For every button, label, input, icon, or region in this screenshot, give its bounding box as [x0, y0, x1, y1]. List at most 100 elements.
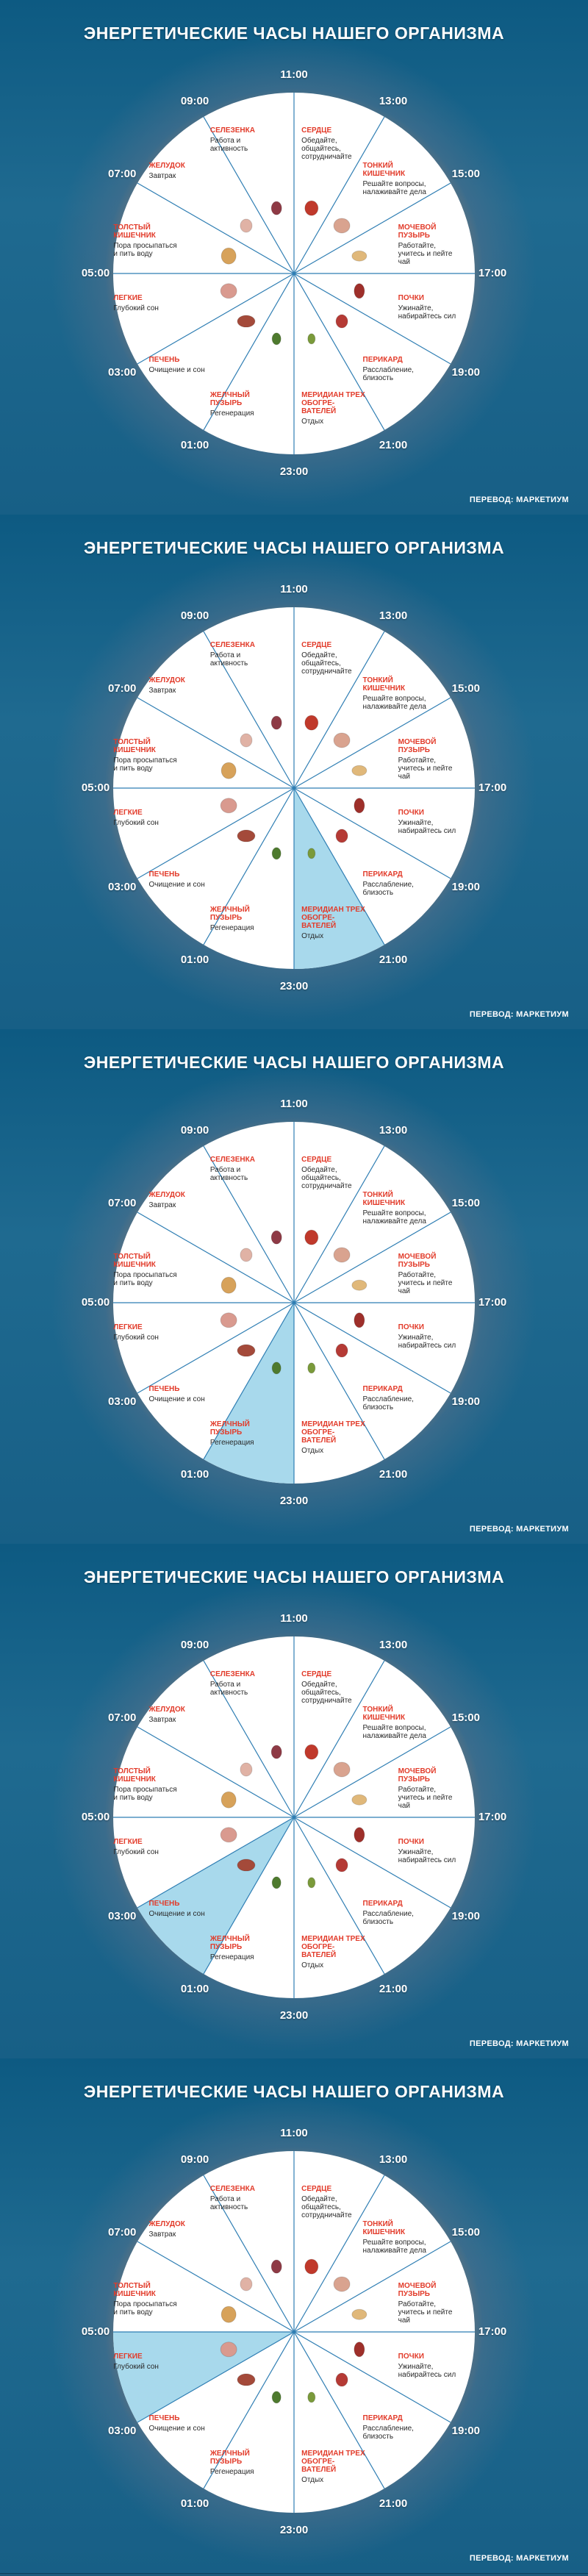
sector-label: Толстый кишечник Пора просыпаться и пить …	[113, 738, 178, 773]
triple-warmer-icon	[307, 1877, 316, 1889]
organ-advice: Отдых	[301, 2475, 324, 2484]
spleen-icon	[270, 715, 282, 730]
organ-advice: Завтрак	[148, 1716, 176, 1725]
large-intestine-icon	[220, 1791, 237, 1808]
organ-advice: Регенерация	[209, 1953, 254, 1961]
organ-name: Перикард	[362, 2414, 403, 2422]
sector-label: Толстый кишечник Пора просыпаться и пить …	[113, 1253, 178, 1287]
kidney-icon	[354, 1312, 365, 1328]
sector-label: Тонкий кишечник Решайте вопросы, налажива…	[363, 1706, 428, 1740]
hour-label: 13:00	[379, 609, 408, 623]
sector-label: Легкие Глубокий сон	[113, 2353, 178, 2371]
bladder-icon	[351, 1794, 368, 1806]
organ-advice: Отдых	[301, 417, 324, 426]
hour-label: 03:00	[107, 2425, 137, 2437]
clock-wheel	[113, 607, 475, 969]
sector-divider	[137, 2331, 295, 2423]
sector-divider	[203, 273, 295, 431]
organ-name: Тонкий кишечник	[362, 1191, 406, 1208]
hour-label: 11:00	[280, 2127, 308, 2139]
organ-name: Сердце	[301, 126, 332, 135]
stomach-icon	[240, 2277, 253, 2291]
sector-divider	[137, 1212, 295, 1303]
sector-divider	[137, 1726, 295, 1818]
sector-label: Сердце Обедайте, общайтесь, сотрудничайте	[301, 126, 366, 161]
sector-label: Сердце Обедайте, общайтесь, сотрудничайте	[301, 641, 366, 676]
small-intestine-icon	[333, 1247, 351, 1263]
panel-title: ЭНЕРГЕТИЧЕСКИЕ ЧАСЫ НАШЕГО ОРГАНИЗМА	[83, 2082, 505, 2101]
pericardium-icon	[335, 829, 348, 843]
hour-label: 15:00	[451, 1711, 480, 1724]
clock-panel: ЭНЕРГЕТИЧЕСКИЕ ЧАСЫ НАШЕГО ОРГАНИЗМА 11:0…	[0, 1029, 588, 1545]
spleen-icon	[270, 1230, 282, 1245]
sector-label: Мочевой пузырь Работайте, учитесь и пейте…	[398, 2282, 463, 2325]
sector-divider	[293, 2331, 451, 2423]
large-intestine-icon	[220, 247, 237, 265]
panel-title: ЭНЕРГЕТИЧЕСКИЕ ЧАСЫ НАШЕГО ОРГАНИЗМА	[83, 538, 505, 557]
organ-advice: Ужинайте, набирайтесь сил	[398, 304, 456, 321]
bladder-icon	[351, 2308, 368, 2320]
sector-divider	[203, 787, 295, 945]
sector-label: Печень Очищение и сон	[148, 1385, 213, 1403]
organ-advice: Регенерация	[209, 1438, 254, 1447]
clock-wheel	[113, 2151, 475, 2513]
hour-label: 11:00	[280, 1612, 308, 1625]
hour-label: 13:00	[379, 1124, 408, 1137]
sector-divider	[293, 1817, 451, 1908]
organ-name: Желчный пузырь	[209, 1934, 250, 1951]
sector-label: Желудок Завтрак	[148, 162, 213, 180]
hour-label: 07:00	[107, 168, 137, 180]
organ-name: Сердце	[301, 641, 332, 650]
organ-name: Тонкий кишечник	[362, 2220, 406, 2237]
highlighted-sector	[294, 788, 384, 969]
hour-label: 13:00	[379, 95, 408, 108]
sector-label: Толстый кишечник Пора просыпаться и пить …	[113, 2282, 178, 2316]
organ-name: Легкие	[113, 2353, 143, 2361]
hour-label: 01:00	[180, 1982, 209, 1995]
sector-label: Желчный пузырь Регенерация	[210, 1420, 275, 1447]
organ-name: Сердце	[301, 1156, 332, 1164]
organ-name: Меридиан трех обогре-вателей	[301, 1934, 365, 1959]
sector-label: Перикард Расслабление, близость	[363, 870, 428, 897]
hour-label: 21:00	[379, 1982, 408, 1995]
sector-label: Меридиан трех обогре-вателей Отдых	[301, 1935, 366, 1969]
liver-icon	[237, 2373, 256, 2386]
heart-icon	[304, 200, 319, 216]
sector-label: Мочевой пузырь Работайте, учитесь и пейте…	[398, 1767, 463, 1810]
kidney-icon	[354, 1827, 365, 1843]
large-intestine-icon	[220, 1276, 237, 1294]
organ-name: Толстый кишечник	[113, 1252, 156, 1269]
hour-label: 07:00	[107, 682, 137, 695]
organ-name: Перикард	[362, 355, 403, 364]
organ-advice: Глубокий сон	[113, 1334, 159, 1342]
sector-divider	[293, 1212, 451, 1303]
sector-label: Желудок Завтрак	[148, 1706, 213, 1724]
sector-label: Печень Очищение и сон	[148, 870, 213, 889]
sector-divider	[293, 1660, 385, 1818]
bladder-icon	[351, 765, 368, 776]
organ-name: Селезенка	[209, 1156, 255, 1164]
sector-divider	[137, 697, 295, 789]
sector-label: Перикард Расслабление, близость	[363, 2414, 428, 2441]
pericardium-icon	[335, 1858, 348, 1872]
sector-label: Меридиан трех обогре-вателей Отдых	[301, 2450, 366, 2484]
sector-label: Печень Очищение и сон	[148, 356, 213, 374]
organ-name: Почки	[398, 1838, 424, 1847]
sector-label: Легкие Глубокий сон	[113, 1323, 178, 1342]
sector-label: Почки Ужинайте, набирайтесь сил	[398, 1323, 463, 1350]
sector-divider	[293, 1302, 451, 1394]
organ-advice: Работайте, учитесь и пейте чай	[398, 756, 453, 781]
organ-name: Селезенка	[209, 1670, 255, 1679]
sector-label: Меридиан трех обогре-вателей Отдых	[301, 1420, 366, 1455]
organ-name: Толстый кишечник	[113, 2281, 156, 2298]
organ-advice: Завтрак	[148, 687, 176, 695]
highlighted-sector	[137, 1817, 294, 1975]
hour-label: 01:00	[180, 438, 209, 451]
hour-label: 23:00	[279, 2009, 309, 2022]
organ-name: Почки	[398, 1323, 424, 1332]
organ-advice: Работа и активность	[209, 1681, 248, 1697]
sector-label: Желчный пузырь Регенерация	[210, 391, 275, 418]
organ-name: Легкие	[113, 809, 143, 817]
sector-divider	[293, 1145, 385, 1303]
